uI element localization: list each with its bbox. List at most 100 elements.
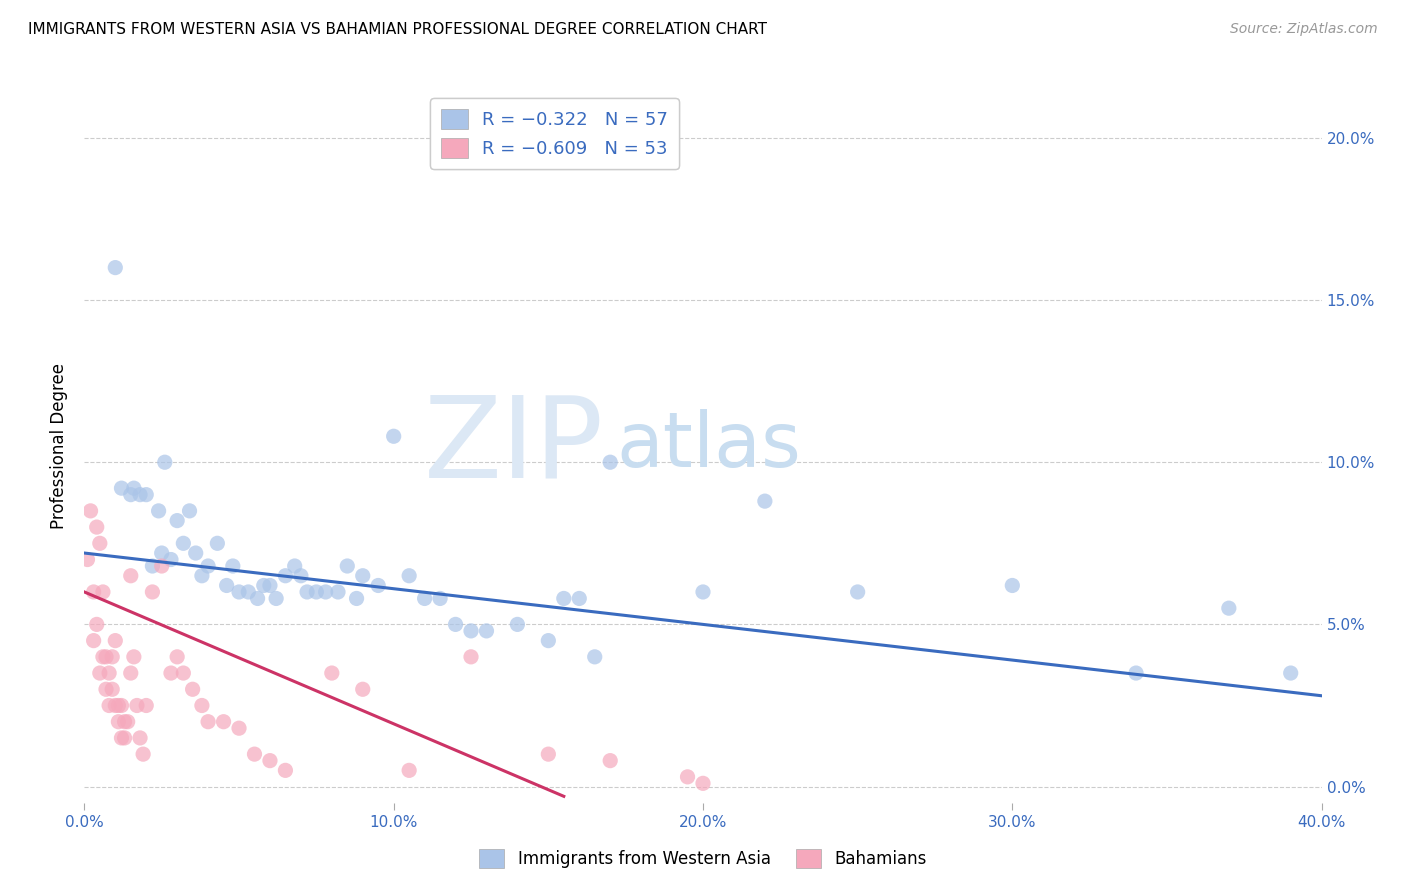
Point [120, 666, 142, 681]
Point [107, 714, 129, 729]
Point [1218, 601, 1240, 615]
Point [184, 546, 207, 560]
Text: IMMIGRANTS FROM WESTERN ASIA VS BAHAMIAN PROFESSIONAL DEGREE CORRELATION CHART: IMMIGRANTS FROM WESTERN ASIA VS BAHAMIAN… [28, 22, 768, 37]
Point [101, 649, 124, 664]
Point [352, 568, 374, 582]
Point [179, 504, 201, 518]
Point [398, 764, 420, 778]
Point [172, 666, 194, 681]
Point [676, 770, 699, 784]
Point [83, 633, 105, 648]
Point [692, 776, 714, 790]
Point [754, 494, 776, 508]
Point [228, 721, 250, 735]
Point [104, 698, 127, 713]
Point [172, 536, 194, 550]
Point [94, 682, 117, 697]
Point [583, 649, 606, 664]
Point [181, 682, 204, 697]
Point [120, 488, 142, 502]
Point [79, 504, 101, 518]
Point [1001, 578, 1024, 592]
Point [94, 649, 117, 664]
Point [91, 649, 114, 664]
Point [166, 649, 188, 664]
Point [76, 552, 98, 566]
Point [215, 578, 238, 592]
Point [222, 559, 245, 574]
Point [89, 536, 111, 550]
Point [98, 666, 121, 681]
Text: Source: ZipAtlas.com: Source: ZipAtlas.com [1230, 22, 1378, 37]
Point [460, 649, 482, 664]
Point [346, 591, 368, 606]
Point [398, 568, 420, 582]
Point [506, 617, 529, 632]
Point [259, 578, 281, 592]
Point [89, 666, 111, 681]
Point [475, 624, 498, 638]
Legend: Immigrants from Western Asia, Bahamians: Immigrants from Western Asia, Bahamians [472, 843, 934, 875]
Point [413, 591, 436, 606]
Point [160, 552, 183, 566]
Point [274, 568, 297, 582]
Point [599, 455, 621, 469]
Point [98, 698, 121, 713]
Point [150, 559, 173, 574]
Point [120, 568, 142, 582]
Text: atlas: atlas [616, 409, 801, 483]
Point [290, 568, 312, 582]
Point [444, 617, 467, 632]
Point [86, 520, 108, 534]
Point [191, 698, 214, 713]
Point [305, 585, 328, 599]
Point [114, 714, 136, 729]
Point [228, 585, 250, 599]
Point [129, 731, 152, 745]
Point [129, 488, 152, 502]
Point [1279, 666, 1302, 681]
Point [110, 731, 132, 745]
Point [107, 698, 129, 713]
Point [274, 764, 297, 778]
Point [117, 714, 139, 729]
Point [537, 747, 560, 761]
Point [295, 585, 318, 599]
Point [197, 559, 219, 574]
Point [284, 559, 307, 574]
Point [166, 514, 188, 528]
Point [135, 698, 157, 713]
Y-axis label: Professional Degree: Professional Degree [51, 363, 69, 529]
Point [207, 536, 229, 550]
Point [83, 585, 105, 599]
Point [846, 585, 869, 599]
Point [382, 429, 405, 443]
Point [110, 698, 132, 713]
Point [153, 455, 176, 469]
Point [86, 617, 108, 632]
Point [212, 714, 235, 729]
Point [1125, 666, 1147, 681]
Point [429, 591, 451, 606]
Point [148, 504, 170, 518]
Point [259, 754, 281, 768]
Point [537, 633, 560, 648]
Text: ZIP: ZIP [423, 391, 605, 501]
Point [460, 624, 482, 638]
Point [692, 585, 714, 599]
Point [197, 714, 219, 729]
Point [135, 488, 157, 502]
Point [132, 747, 155, 761]
Legend: R = −0.322   N = 57, R = −0.609   N = 53: R = −0.322 N = 57, R = −0.609 N = 53 [430, 98, 679, 169]
Point [122, 481, 145, 495]
Point [141, 585, 163, 599]
Point [568, 591, 591, 606]
Point [141, 559, 163, 574]
Point [114, 731, 136, 745]
Point [101, 682, 124, 697]
Point [191, 568, 214, 582]
Point [104, 260, 127, 275]
Point [122, 649, 145, 664]
Point [150, 546, 173, 560]
Point [91, 585, 114, 599]
